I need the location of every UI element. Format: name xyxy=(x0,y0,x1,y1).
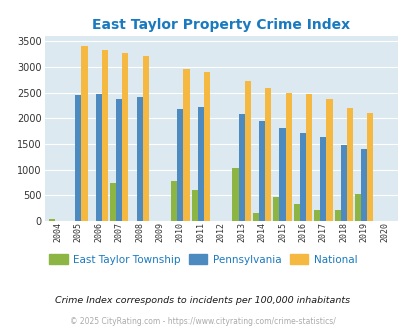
Bar xyxy=(313,210,320,221)
Bar xyxy=(334,210,340,221)
Bar xyxy=(273,197,279,221)
Bar xyxy=(354,194,360,221)
Bar xyxy=(346,108,352,221)
Bar xyxy=(367,113,373,221)
Bar xyxy=(258,121,264,221)
Bar xyxy=(142,56,148,221)
Bar xyxy=(197,107,203,221)
Bar xyxy=(360,149,367,221)
Bar xyxy=(305,94,311,221)
Bar xyxy=(136,97,142,221)
Bar xyxy=(102,50,108,221)
Title: East Taylor Property Crime Index: East Taylor Property Crime Index xyxy=(92,18,350,32)
Bar xyxy=(299,133,305,221)
Legend: East Taylor Township, Pennsylvania, National: East Taylor Township, Pennsylvania, Nati… xyxy=(45,250,360,269)
Bar xyxy=(203,72,209,221)
Bar xyxy=(116,99,122,221)
Bar xyxy=(183,69,189,221)
Bar xyxy=(326,99,332,221)
Bar xyxy=(75,95,81,221)
Bar xyxy=(191,190,197,221)
Bar xyxy=(279,128,285,221)
Bar xyxy=(320,137,326,221)
Text: © 2025 CityRating.com - https://www.cityrating.com/crime-statistics/: © 2025 CityRating.com - https://www.city… xyxy=(70,317,335,326)
Bar xyxy=(340,145,346,221)
Bar xyxy=(293,204,299,221)
Text: Crime Index corresponds to incidents per 100,000 inhabitants: Crime Index corresponds to incidents per… xyxy=(55,296,350,305)
Bar xyxy=(81,46,87,221)
Bar xyxy=(122,53,128,221)
Bar xyxy=(252,213,258,221)
Bar xyxy=(171,181,177,221)
Bar xyxy=(110,182,116,221)
Bar xyxy=(177,109,183,221)
Bar xyxy=(49,218,55,221)
Bar xyxy=(96,94,102,221)
Bar xyxy=(285,93,291,221)
Bar xyxy=(264,88,271,221)
Bar xyxy=(232,168,238,221)
Bar xyxy=(244,82,250,221)
Bar xyxy=(238,114,244,221)
